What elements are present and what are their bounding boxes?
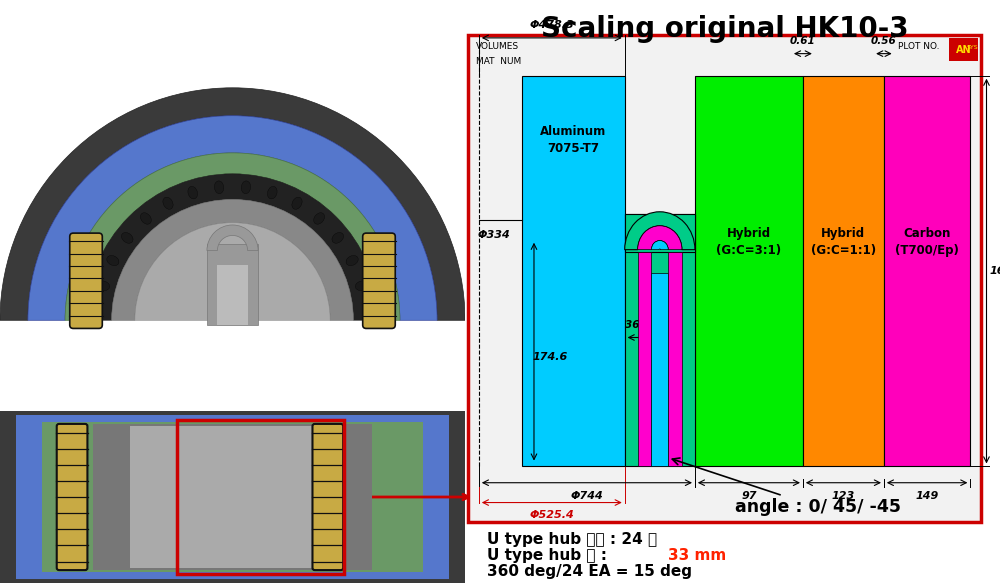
Ellipse shape (355, 281, 368, 290)
Wedge shape (0, 88, 465, 320)
Bar (668, 251, 682, 466)
Bar (884, 76, 970, 466)
Bar (130, 426, 335, 568)
Text: 0.61: 0.61 (790, 36, 816, 46)
Ellipse shape (188, 187, 198, 199)
Text: Φ334: Φ334 (478, 230, 511, 240)
Wedge shape (625, 212, 695, 250)
Text: PLOT NO.   1: PLOT NO. 1 (898, 42, 954, 51)
Wedge shape (135, 223, 330, 320)
Text: 149: 149 (915, 490, 939, 501)
Text: U type hub 폭 :: U type hub 폭 : (487, 548, 612, 563)
Text: Φ744: Φ744 (571, 490, 603, 501)
Bar (177, 420, 344, 574)
Text: 33 mm: 33 mm (668, 548, 726, 563)
Bar (625, 213, 695, 466)
Ellipse shape (97, 281, 110, 290)
Text: 174.6: 174.6 (533, 352, 568, 362)
Text: 33.4: 33.4 (654, 392, 680, 403)
Text: VOLUMES: VOLUMES (476, 42, 519, 51)
FancyBboxPatch shape (70, 233, 102, 328)
Wedge shape (112, 199, 353, 320)
Ellipse shape (107, 255, 119, 266)
Ellipse shape (214, 181, 224, 194)
Text: Φ525.4: Φ525.4 (529, 510, 574, 521)
Bar (217, 265, 248, 325)
Text: 164: 164 (990, 266, 1000, 276)
Ellipse shape (121, 233, 133, 243)
Ellipse shape (140, 213, 151, 224)
Wedge shape (638, 226, 682, 250)
Ellipse shape (332, 233, 344, 243)
Text: angle : 0/ 45/ -45: angle : 0/ 45/ -45 (672, 458, 901, 517)
FancyBboxPatch shape (312, 424, 343, 570)
Wedge shape (207, 225, 258, 251)
Text: Carbon
(T700/Ep): Carbon (T700/Ep) (895, 227, 959, 257)
Bar (522, 76, 625, 466)
Bar (949, 38, 978, 61)
Text: 123: 123 (832, 490, 855, 501)
Text: AN: AN (955, 44, 971, 55)
Bar (207, 244, 258, 325)
Text: Hybrid
(G:C=1:1): Hybrid (G:C=1:1) (811, 227, 876, 257)
Wedge shape (65, 153, 400, 320)
FancyBboxPatch shape (57, 424, 87, 570)
Ellipse shape (314, 213, 325, 224)
Ellipse shape (292, 197, 302, 209)
Bar (42, 422, 423, 573)
Bar (651, 273, 668, 466)
Text: MAT  NUM: MAT NUM (476, 57, 521, 66)
Bar (638, 251, 651, 466)
Text: 25.7: 25.7 (647, 436, 673, 445)
Ellipse shape (241, 181, 251, 194)
Ellipse shape (267, 187, 277, 199)
Text: SYS: SYS (967, 45, 978, 51)
Bar (93, 424, 372, 570)
Text: Scaling original HK10-3: Scaling original HK10-3 (541, 15, 908, 43)
Text: 36.4: 36.4 (625, 319, 651, 329)
Text: 360 deg/24 EA = 15 deg: 360 deg/24 EA = 15 deg (487, 564, 692, 580)
Wedge shape (28, 115, 437, 320)
FancyBboxPatch shape (363, 233, 395, 328)
Bar (803, 76, 884, 466)
Ellipse shape (346, 255, 358, 266)
Wedge shape (651, 241, 668, 250)
Text: U type hub 개수 : 24 개: U type hub 개수 : 24 개 (487, 532, 657, 547)
Ellipse shape (163, 197, 173, 209)
Bar (695, 76, 803, 466)
Text: Φ478.3: Φ478.3 (529, 20, 574, 30)
Bar (468, 35, 981, 522)
Bar (625, 213, 695, 251)
Text: Aluminum
7075-T7: Aluminum 7075-T7 (540, 125, 607, 155)
Text: Hybrid
(G:C=3:1): Hybrid (G:C=3:1) (716, 227, 781, 257)
Text: 97: 97 (741, 490, 757, 501)
Wedge shape (86, 174, 379, 320)
Text: 0.56: 0.56 (871, 36, 897, 46)
